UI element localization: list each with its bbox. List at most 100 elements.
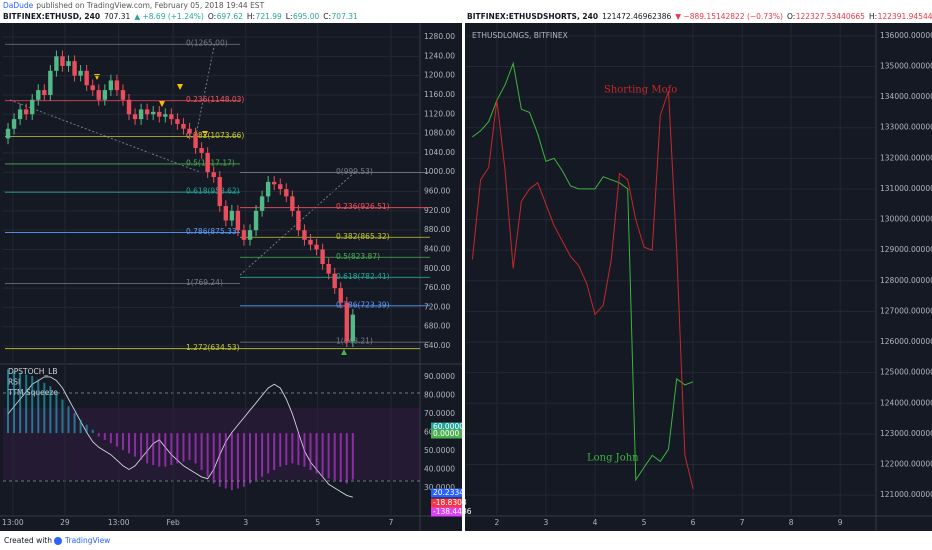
squeeze-bar — [103, 433, 106, 440]
candle-body — [272, 181, 277, 185]
squeeze-bar — [140, 433, 143, 460]
y-tick-label: 40.0000 — [424, 464, 455, 473]
ticker: BITFINEX:ETHUSD, 240 707.31 ▲ +8.69 (+1.24… — [3, 12, 358, 21]
fib-label: 0.382(1073.66) — [186, 131, 244, 140]
published: published on TradingView.com, February 0… — [36, 1, 264, 10]
squeeze-bar — [242, 433, 245, 487]
candle-body — [223, 206, 229, 221]
price-tag — [431, 498, 462, 508]
ticker-name: BITFINEX:ETHUSDSHORTS, 240 — [467, 12, 598, 21]
candle-body — [23, 109, 29, 115]
stoch-line — [7, 376, 353, 498]
candle-body — [314, 244, 319, 250]
squeeze-bar — [152, 433, 155, 465]
squeeze-bar — [261, 433, 264, 477]
ticker: BITFINEX:ETHUSDSHORTS, 240 121472.4696238… — [467, 12, 932, 21]
squeeze-bar — [267, 433, 270, 474]
x-tick-label: 5 — [642, 518, 647, 527]
squeeze-bar — [273, 433, 276, 471]
candle-body — [199, 148, 204, 153]
x-tick-label: 5 — [315, 518, 320, 527]
brand-logo — [54, 537, 62, 545]
quote-part: 697.62 — [217, 12, 243, 21]
y-tick-label: 960.00 — [424, 187, 450, 196]
y-tick-label: 130000.00000000 — [880, 215, 932, 224]
candle-body — [296, 210, 301, 231]
y-tick-label: 1240.00 — [424, 51, 455, 60]
squeeze-bar — [85, 424, 88, 434]
candle-body — [265, 181, 271, 197]
candle-body — [72, 61, 77, 76]
chart-title: ETHUSDLONGS, BITFINEX — [472, 31, 568, 40]
squeeze-bar — [339, 433, 342, 482]
squeeze-bar — [91, 429, 94, 434]
quote-part: C: — [323, 12, 331, 21]
candle-body — [338, 288, 343, 303]
candle-body — [187, 128, 192, 134]
quote-part: ▲ +8.69 (+1.24%) — [134, 12, 204, 21]
squeeze-bar — [297, 433, 300, 465]
created-with: Created with — [4, 536, 52, 545]
x-tick-label: 9 — [838, 518, 843, 527]
fib-label: 0.236(1148.03) — [186, 95, 244, 104]
squeeze-bar — [309, 433, 312, 471]
y-tick-label: 1000.00 — [424, 167, 455, 176]
candle-body — [54, 56, 59, 71]
candle-body — [217, 177, 222, 207]
y-tick-label: 920.00 — [424, 206, 450, 215]
candle-body — [259, 196, 265, 211]
squeeze-bar — [170, 433, 173, 465]
squeeze-bar — [61, 399, 64, 434]
x-tick-label: 6 — [691, 518, 696, 527]
candle-body — [30, 99, 35, 115]
x-tick-label: 3 — [243, 518, 248, 527]
squeeze-bar — [13, 371, 16, 434]
squeeze-bar — [212, 433, 215, 484]
ticker-name: BITFINEX:ETHUSD, 240 — [3, 12, 100, 21]
candle-body — [132, 114, 138, 120]
brand[interactable]: TradingView — [64, 536, 110, 545]
squeeze-bar — [218, 433, 221, 487]
candle-body — [247, 230, 253, 240]
y-tick-label: 720.00 — [424, 302, 450, 311]
series-line — [472, 61, 694, 482]
candle-body — [48, 70, 53, 95]
y-tick-label: 1160.00 — [424, 90, 455, 99]
quote-part: O: — [787, 12, 795, 21]
annotation: Long John — [587, 453, 639, 464]
buy-marker — [341, 349, 347, 355]
candle-body — [326, 263, 331, 274]
quote-part: H: — [247, 12, 255, 21]
quote-part: 707.31 — [332, 12, 358, 21]
candle-body — [144, 109, 150, 115]
squeeze-bar — [67, 406, 70, 434]
candle-body — [102, 90, 108, 100]
candle-body — [90, 85, 95, 91]
fib-label: 0.786(723.39) — [336, 300, 390, 309]
trend-line — [194, 41, 216, 141]
price-tag — [431, 488, 462, 498]
y-tick-label: 135000.00000000 — [880, 61, 932, 70]
trend-line — [9, 99, 201, 173]
y-tick-label: 760.00 — [424, 283, 450, 292]
squeeze-bar — [49, 386, 52, 434]
squeeze-bar — [43, 382, 46, 434]
price-tag — [431, 429, 462, 439]
squeeze-bar — [55, 392, 58, 434]
price-tag-label: 0.0000 — [433, 429, 459, 438]
author[interactable]: DaDude — [3, 1, 34, 10]
x-tick-label: 13:00 — [2, 518, 24, 527]
candle-body — [308, 239, 313, 245]
quote-part: L: — [286, 12, 293, 21]
candle-body — [205, 152, 210, 173]
publish-line: DaDude published on TradingView.com, Febr… — [3, 1, 265, 10]
squeeze-bar — [345, 433, 348, 484]
candle-body — [181, 123, 186, 129]
squeeze-bar — [121, 433, 124, 450]
fib-label: 1(769.24) — [186, 278, 223, 287]
candle-body — [17, 109, 23, 120]
candle-body — [157, 111, 162, 117]
y-tick-label: 127000.00000000 — [880, 306, 932, 315]
squeeze-bar — [333, 433, 336, 481]
quote-part: 122391.94544958 — [878, 12, 932, 21]
